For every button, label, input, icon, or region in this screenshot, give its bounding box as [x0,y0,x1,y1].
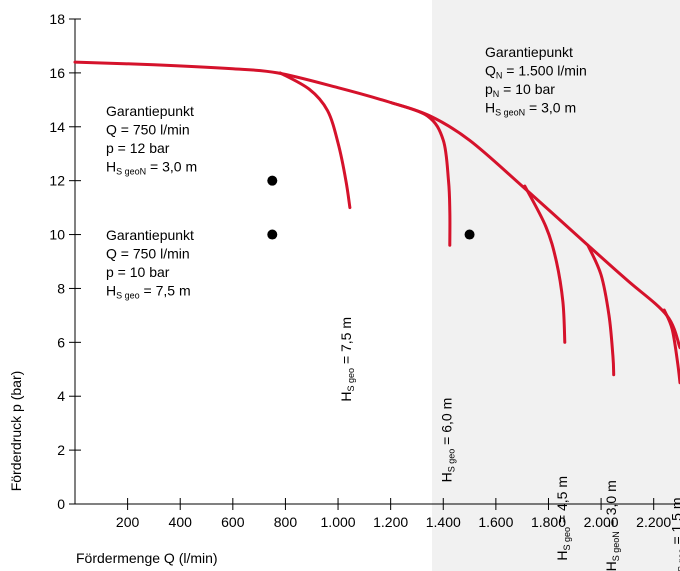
x-tick-label: 1.400 [426,514,461,530]
y-tick-label: 4 [57,388,65,404]
x-tick-label: 400 [169,514,193,530]
x-tick-label: 2.000 [584,514,619,530]
y-tick-label: 10 [49,227,65,243]
series-line [523,184,567,344]
x-tick-label: 800 [274,514,298,530]
x-tick-label: 1.800 [531,514,566,530]
y-axis-label: Förderdruck p (bar) [8,371,24,492]
y-tick-label: 0 [57,496,65,512]
series-label: HS geo = 1,5 m [668,497,680,571]
x-tick-label: 600 [221,514,245,530]
x-tick-label: 200 [116,514,140,530]
guarantee-point [464,229,475,240]
guarantee-point [267,229,278,240]
y-tick-label: 12 [49,173,65,189]
series-label: HS geo = 6,0 m [439,398,457,483]
annotation-box-bottom [92,222,235,318]
series-label: HS geo = 7,5 m [338,317,356,402]
annotation-line: Q = 750 l/min [106,122,190,138]
annotation-line: p = 10 bar [106,264,170,280]
annotation-line: Q = 750 l/min [106,246,190,262]
guarantee-point [267,175,278,186]
annotation-line: p = 12 bar [106,140,170,156]
x-axis-label: Fördermenge Q (l/min) [76,550,218,566]
annotation-line: HS geoN = 3,0 m [485,100,576,118]
x-tick-label: 1.200 [373,514,408,530]
annotation-line: Garantiepunkt [106,103,194,119]
shaded-background-panel [432,0,680,571]
annotation-line: pN = 10 bar [485,81,555,99]
series-label: HS geoN = 3,0 m [603,480,621,571]
x-tick-label: 1.600 [478,514,513,530]
annotation-box-top [92,98,235,194]
y-tick-label: 8 [57,280,65,296]
annotation-line: HS geo = 7,5 m [106,283,191,301]
annotation-line: Garantiepunkt [485,44,573,60]
annotation-line: Garantiepunkt [106,227,194,243]
series-line [389,101,452,247]
annotation-line: QN = 1.500 l/min [485,63,587,81]
envelope-line [73,60,680,350]
series-line [586,243,616,377]
annotation-line: HS geoN = 3,0 m [106,159,197,177]
y-tick-label: 18 [49,11,65,27]
y-tick-label: 2 [57,442,65,458]
x-tick-label: 1.000 [321,514,356,530]
y-tick-label: 6 [57,334,65,350]
series-line [278,71,352,210]
y-tick-label: 16 [49,65,65,81]
x-tick-label: 2.200 [636,514,671,530]
series-label: HS geo = 4,5 m [554,476,572,561]
y-tick-label: 14 [49,119,65,135]
series-line [662,308,680,385]
